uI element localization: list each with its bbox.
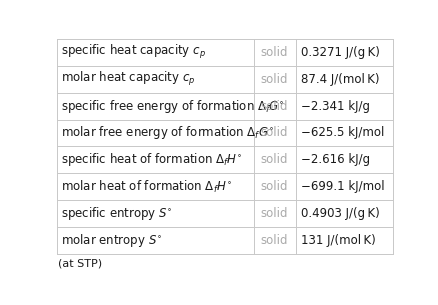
Text: 131 J/(mol K): 131 J/(mol K) <box>300 234 375 247</box>
Text: molar entropy $S^{\circ}$: molar entropy $S^{\circ}$ <box>60 232 162 249</box>
Text: solid: solid <box>260 73 288 86</box>
Text: solid: solid <box>260 180 288 193</box>
Text: solid: solid <box>260 46 288 59</box>
Text: (at STP): (at STP) <box>58 259 102 268</box>
Text: 0.4903 J/(g K): 0.4903 J/(g K) <box>300 207 379 220</box>
Text: specific entropy $S^{\circ}$: specific entropy $S^{\circ}$ <box>60 205 172 222</box>
Text: molar free energy of formation $\Delta_{f}G^{\circ}$: molar free energy of formation $\Delta_{… <box>60 124 273 142</box>
Text: molar heat of formation $\Delta_{f}H^{\circ}$: molar heat of formation $\Delta_{f}H^{\c… <box>60 179 231 195</box>
Text: specific heat capacity $c_{p}$: specific heat capacity $c_{p}$ <box>60 43 205 61</box>
Text: solid: solid <box>260 207 288 220</box>
Text: molar heat capacity $c_{p}$: molar heat capacity $c_{p}$ <box>60 70 195 88</box>
Text: −625.5 kJ/mol: −625.5 kJ/mol <box>300 127 383 139</box>
Text: solid: solid <box>260 153 288 166</box>
Text: −699.1 kJ/mol: −699.1 kJ/mol <box>300 180 384 193</box>
Text: solid: solid <box>260 234 288 247</box>
Text: solid: solid <box>260 100 288 113</box>
Text: −2.616 kJ/g: −2.616 kJ/g <box>300 153 369 166</box>
Text: solid: solid <box>260 127 288 139</box>
Text: 0.3271 J/(g K): 0.3271 J/(g K) <box>300 46 379 59</box>
Text: −2.341 kJ/g: −2.341 kJ/g <box>300 100 369 113</box>
Text: specific heat of formation $\Delta_{f}H^{\circ}$: specific heat of formation $\Delta_{f}H^… <box>60 151 241 168</box>
Text: specific free energy of formation $\Delta_{f}G^{\circ}$: specific free energy of formation $\Delt… <box>60 98 283 115</box>
Text: 87.4 J/(mol K): 87.4 J/(mol K) <box>300 73 378 86</box>
